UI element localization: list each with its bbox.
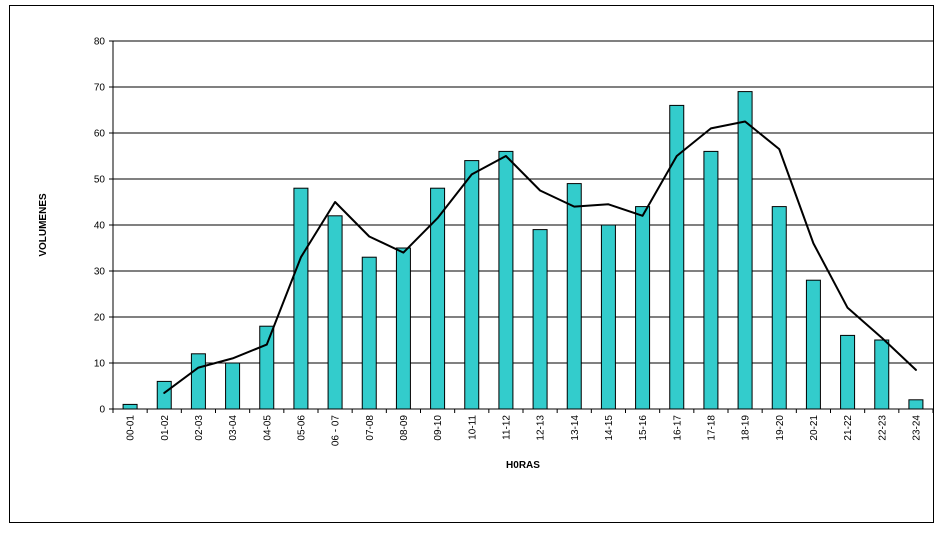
bar [327, 215, 343, 410]
y-tick-label: 0 [99, 405, 105, 416]
x-tick-label: 13-14 [570, 415, 581, 441]
bar [566, 183, 582, 410]
bar [498, 150, 514, 410]
bar [840, 334, 856, 410]
x-tick-label: 12-13 [536, 415, 547, 441]
bar [122, 403, 138, 410]
bar [703, 150, 719, 410]
bar [395, 247, 411, 410]
y-tick-label: 80 [94, 37, 106, 48]
x-tick-label: 00-01 [126, 415, 137, 441]
bar [156, 380, 172, 410]
y-tick-label: 70 [94, 83, 106, 94]
bar [225, 362, 241, 410]
y-tick-label: 40 [94, 221, 106, 232]
y-tick-label: 20 [94, 313, 106, 324]
x-tick-labels: 00-01 01-02 02-03 03-04 04-05 05-06 06 - 07 07-… [112, 409, 934, 447]
bar [908, 399, 924, 410]
y-tick-label: 50 [94, 175, 106, 186]
x-tick-label: 21-22 [843, 415, 854, 441]
x-tick-label: 03-04 [228, 415, 239, 441]
x-tick-label: 04-05 [262, 415, 273, 441]
gridlines [113, 40, 933, 364]
bar-series [122, 91, 924, 410]
x-tick-label: 11-12 [501, 415, 512, 440]
x-tick-label: 18-19 [741, 415, 752, 441]
x-tick-label: 22-23 [877, 415, 888, 441]
line-series [163, 120, 917, 394]
x-tick-label: 08-09 [399, 415, 410, 441]
bar [190, 353, 206, 410]
x-tick-label: 02-03 [194, 415, 205, 441]
x-tick-label: 15-16 [638, 415, 649, 441]
x-tick-label: 01-02 [160, 415, 171, 441]
x-axis-title: H0RAS [506, 460, 540, 471]
x-tick-label: 10-11 [467, 415, 478, 440]
x-tick-label: 20-21 [809, 415, 820, 441]
bar [771, 206, 787, 410]
bar [430, 187, 446, 410]
x-tick-label: 23-24 [911, 415, 922, 441]
bar [361, 256, 377, 410]
y-tick-label: 30 [94, 267, 106, 278]
x-tick-label: 14-15 [604, 415, 615, 441]
bar [293, 187, 309, 410]
bar [874, 339, 890, 410]
x-tick-label: 17-18 [706, 415, 717, 441]
y-axis-title: VOLUMENES [38, 193, 49, 257]
x-tick-label: 19-20 [775, 415, 786, 441]
x-tick-label: 07-08 [365, 415, 376, 441]
x-tick-label: 05-06 [296, 415, 307, 441]
bar [259, 325, 275, 410]
bar [635, 206, 651, 410]
y-tick-labels: 0 10 20 30 40 50 60 70 80 [94, 37, 113, 416]
x-tick-label: 16-17 [672, 415, 683, 441]
x-tick-label: 09-10 [433, 415, 444, 441]
y-tick-label: 10 [94, 359, 106, 370]
bar [737, 91, 753, 410]
bar [464, 160, 480, 410]
x-tick-label: 06 - 07 [331, 415, 342, 447]
bar [600, 224, 616, 410]
bar [532, 229, 548, 410]
bar [805, 279, 821, 410]
y-tick-label: 60 [94, 129, 106, 140]
